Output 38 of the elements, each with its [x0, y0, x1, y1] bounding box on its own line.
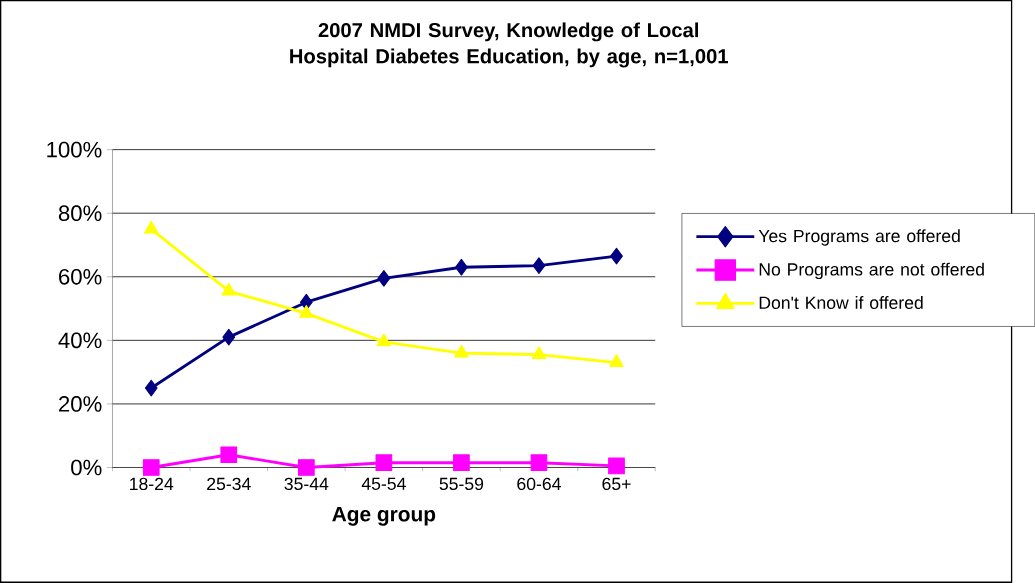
point — [375, 454, 393, 472]
point — [220, 446, 238, 464]
point — [376, 333, 392, 347]
x-tick-label: 45-54 — [361, 477, 406, 490]
point — [608, 457, 625, 475]
x-axis-title: Age group — [332, 506, 436, 526]
point — [453, 454, 470, 472]
point — [142, 459, 160, 476]
chart-title: 2007 NMDI Survey, Knowledge of Local Hospital Diabetes Education, by age, n=1,001 — [290, 22, 729, 68]
y-tick-label: 20% — [59, 396, 102, 412]
point — [609, 354, 624, 368]
point — [454, 344, 469, 358]
point — [531, 346, 547, 360]
y-tick-label: 40% — [58, 332, 102, 349]
x-tick-label: 35-44 — [284, 477, 329, 491]
y-tick-label: 60% — [59, 268, 102, 285]
y-tick-label: 100% — [47, 141, 102, 158]
x-tick-label: 25-34 — [207, 477, 251, 491]
point — [222, 328, 236, 346]
point — [455, 258, 468, 276]
x-tick-label: 55-59 — [439, 477, 484, 491]
point — [532, 257, 546, 275]
legend-label: No Programs are not offered — [759, 262, 984, 280]
x-tick-label: 65+ — [602, 477, 631, 491]
point — [143, 220, 159, 234]
x-tick-label: 18-24 — [130, 477, 174, 491]
point — [221, 282, 237, 296]
point — [377, 270, 391, 287]
point — [610, 247, 623, 265]
point — [530, 454, 548, 472]
legend-label: Don't Know if offered — [759, 296, 923, 310]
y-tick-label: 80% — [58, 205, 102, 222]
legend-label: Yes Programs are offered — [758, 229, 960, 246]
x-tick-label: 60-64 — [517, 477, 561, 491]
point — [297, 459, 315, 476]
point — [144, 379, 158, 397]
point — [299, 305, 314, 318]
y-tick-label: 0% — [71, 459, 102, 476]
